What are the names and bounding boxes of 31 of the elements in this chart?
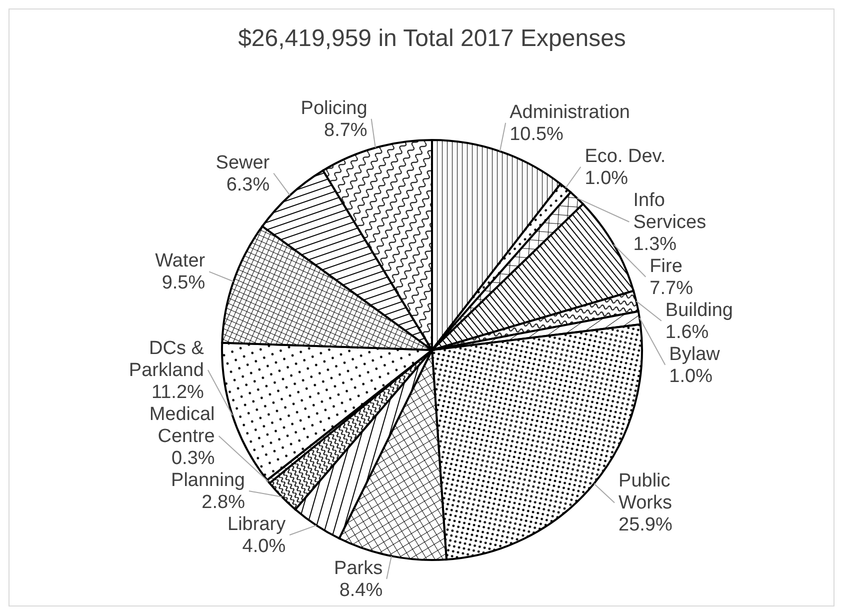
chart-title: $26,419,959 in Total 2017 Expenses bbox=[238, 25, 626, 52]
slice-label: Policing bbox=[300, 98, 368, 119]
data-label: 2.8% bbox=[202, 492, 246, 513]
slice-label: Sewer bbox=[216, 152, 270, 174]
data-label: 9.5% bbox=[162, 272, 206, 294]
slice-label: Library bbox=[228, 514, 286, 535]
data-label: 10.5% bbox=[510, 124, 564, 145]
slice-label: Public Works bbox=[618, 470, 672, 514]
data-label: 8.7% bbox=[324, 120, 368, 141]
data-label: 11.2% bbox=[151, 382, 204, 403]
data-label: 25.9% bbox=[618, 514, 673, 536]
slice-label: DCs & Parkland bbox=[128, 338, 204, 381]
data-label: 4.0% bbox=[242, 536, 286, 557]
data-label: 8.4% bbox=[339, 580, 383, 601]
data-label: 1.0% bbox=[584, 168, 628, 189]
data-label: 1.6% bbox=[665, 322, 709, 343]
slice-label: Eco. Dev. bbox=[584, 146, 666, 167]
slice-label: Info Services bbox=[633, 190, 706, 233]
slice-label: Administration bbox=[510, 102, 630, 123]
slice-label: Building bbox=[665, 300, 734, 321]
slice-label: Bylaw bbox=[669, 344, 720, 365]
data-label: 1.0% bbox=[669, 366, 713, 387]
slice-label: Fire bbox=[650, 256, 682, 277]
data-label: 1.3% bbox=[633, 234, 677, 255]
data-label: 7.7% bbox=[650, 278, 694, 299]
slice-label: Planning bbox=[171, 470, 245, 491]
data-label: 6.3% bbox=[226, 174, 270, 196]
slice-label: Water bbox=[155, 250, 206, 272]
slice-label: Parks bbox=[334, 558, 383, 579]
slice-label: Medical Centre bbox=[149, 404, 215, 447]
data-label: 0.3% bbox=[171, 448, 215, 469]
